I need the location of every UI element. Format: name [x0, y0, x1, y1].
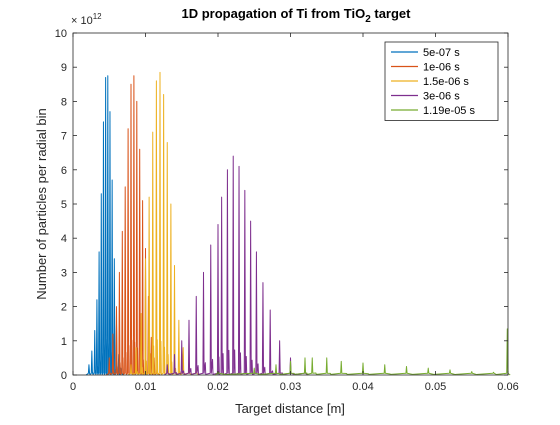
chart-title-subscript: 2	[365, 14, 371, 25]
x-tick-label: 0.02	[207, 381, 228, 393]
legend-label: 5e-07 s	[423, 47, 460, 59]
legend-label: 1e-06 s	[423, 62, 460, 74]
x-tick-label: 0	[70, 381, 76, 393]
series-line-4	[214, 328, 511, 376]
y-axis-label: Number of particles per radial bin	[34, 108, 49, 299]
y-tick-label: 3	[61, 267, 67, 279]
chart-title: 1D propagation of Ti from TiO2 target	[182, 6, 412, 25]
series-line-1	[106, 75, 161, 376]
x-tick-label: 0.03	[280, 381, 301, 393]
legend-label: 1.5e-06 s	[423, 76, 469, 88]
x-tick-label: 0.05	[425, 381, 446, 393]
y-tick-label: 10	[55, 28, 67, 40]
y-exponent-label: × 1012	[71, 12, 102, 27]
legend: 5e-07 s 1e-06 s 1.5e-06 s 3e-06 s 1.19e-05 s	[384, 41, 499, 121]
y-tick-label: 4	[61, 233, 67, 245]
x-tick-label: 0.06	[497, 381, 518, 393]
legend-label: 1.19e-05 s	[423, 105, 475, 117]
y-tick-label: 5	[61, 199, 67, 211]
series-line-0	[85, 75, 125, 376]
x-axis-label: Target distance [m]	[235, 401, 345, 416]
x-tick-label: 0.01	[135, 381, 156, 393]
y-tick-label: 1	[61, 336, 67, 348]
y-tick-label: 8	[61, 96, 67, 108]
x-tick-label: 0.04	[352, 381, 373, 393]
y-tick-label: 2	[61, 302, 67, 314]
y-tick-label: 7	[61, 131, 67, 143]
y-tick-label: 6	[61, 165, 67, 177]
series-line-3	[164, 155, 309, 376]
series-layer	[85, 71, 511, 376]
tick-layer: 0 0.01 0.02 0.03 0.04 0.05 0.06 0 1 2 3 4 5 6 7 8 9 10	[55, 28, 519, 393]
plot-box	[72, 32, 509, 376]
y-tick-label: 0	[61, 370, 67, 382]
y-tick-label: 9	[61, 62, 67, 74]
legend-label: 3e-06 s	[423, 91, 460, 103]
